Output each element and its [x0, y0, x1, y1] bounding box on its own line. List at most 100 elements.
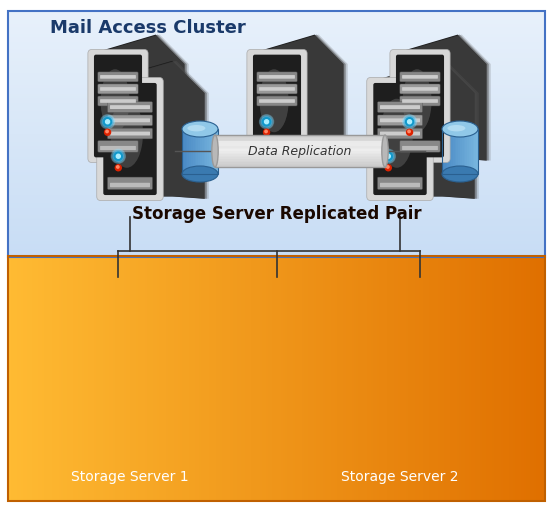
- Polygon shape: [474, 130, 476, 175]
- FancyBboxPatch shape: [378, 103, 422, 113]
- FancyBboxPatch shape: [257, 142, 297, 153]
- Ellipse shape: [442, 122, 478, 138]
- Polygon shape: [215, 156, 385, 158]
- Polygon shape: [202, 130, 204, 175]
- Circle shape: [101, 116, 114, 129]
- Circle shape: [105, 130, 111, 136]
- Polygon shape: [396, 36, 489, 161]
- Circle shape: [106, 131, 108, 133]
- Polygon shape: [215, 160, 385, 161]
- Polygon shape: [215, 164, 385, 166]
- Circle shape: [387, 166, 389, 169]
- Circle shape: [382, 150, 395, 164]
- FancyBboxPatch shape: [107, 116, 153, 126]
- Polygon shape: [187, 130, 189, 175]
- Polygon shape: [207, 130, 209, 175]
- Polygon shape: [251, 36, 344, 161]
- Polygon shape: [215, 147, 385, 149]
- Polygon shape: [215, 149, 385, 150]
- Polygon shape: [101, 62, 205, 200]
- Circle shape: [114, 153, 122, 161]
- Polygon shape: [216, 130, 218, 175]
- Ellipse shape: [380, 100, 413, 168]
- FancyBboxPatch shape: [100, 100, 136, 104]
- FancyBboxPatch shape: [259, 88, 295, 92]
- FancyBboxPatch shape: [259, 100, 295, 104]
- Polygon shape: [103, 62, 207, 200]
- Ellipse shape: [403, 70, 431, 133]
- FancyBboxPatch shape: [247, 50, 307, 163]
- FancyBboxPatch shape: [367, 78, 433, 201]
- Ellipse shape: [380, 100, 413, 168]
- Circle shape: [406, 130, 413, 136]
- FancyBboxPatch shape: [380, 119, 420, 123]
- Polygon shape: [469, 130, 471, 175]
- Circle shape: [264, 130, 269, 136]
- Circle shape: [387, 155, 390, 159]
- Polygon shape: [105, 62, 208, 200]
- FancyBboxPatch shape: [402, 100, 438, 104]
- Ellipse shape: [380, 100, 413, 168]
- FancyBboxPatch shape: [100, 88, 136, 92]
- FancyBboxPatch shape: [110, 106, 150, 110]
- Polygon shape: [458, 130, 460, 175]
- Polygon shape: [200, 130, 202, 175]
- FancyBboxPatch shape: [390, 50, 450, 163]
- Polygon shape: [211, 130, 212, 175]
- Polygon shape: [255, 36, 348, 161]
- Ellipse shape: [111, 100, 143, 168]
- Ellipse shape: [111, 100, 143, 168]
- Circle shape: [405, 119, 414, 127]
- Circle shape: [408, 121, 411, 125]
- Polygon shape: [373, 62, 477, 200]
- Circle shape: [111, 150, 126, 164]
- Polygon shape: [446, 130, 447, 175]
- FancyBboxPatch shape: [107, 129, 153, 139]
- FancyBboxPatch shape: [98, 142, 138, 153]
- Polygon shape: [453, 130, 455, 175]
- Polygon shape: [215, 144, 385, 145]
- Polygon shape: [466, 130, 467, 175]
- FancyBboxPatch shape: [402, 147, 438, 151]
- Circle shape: [384, 153, 392, 161]
- Polygon shape: [375, 62, 479, 200]
- Polygon shape: [182, 130, 184, 175]
- Polygon shape: [209, 130, 211, 175]
- Text: Storage Server 1: Storage Server 1: [71, 469, 189, 483]
- FancyBboxPatch shape: [402, 88, 438, 92]
- FancyBboxPatch shape: [257, 97, 297, 107]
- Polygon shape: [215, 142, 385, 144]
- Polygon shape: [198, 130, 200, 175]
- FancyBboxPatch shape: [400, 85, 440, 95]
- Polygon shape: [215, 155, 385, 156]
- Circle shape: [385, 165, 392, 172]
- Polygon shape: [215, 139, 385, 140]
- FancyBboxPatch shape: [378, 178, 422, 190]
- Polygon shape: [196, 130, 198, 175]
- Polygon shape: [215, 130, 216, 175]
- FancyBboxPatch shape: [94, 55, 142, 158]
- Ellipse shape: [187, 126, 205, 132]
- FancyBboxPatch shape: [98, 97, 138, 107]
- Polygon shape: [215, 137, 385, 139]
- Circle shape: [403, 116, 416, 129]
- Circle shape: [113, 152, 124, 162]
- Ellipse shape: [101, 70, 129, 133]
- Ellipse shape: [111, 100, 143, 168]
- Ellipse shape: [259, 70, 289, 133]
- Polygon shape: [215, 152, 385, 153]
- Polygon shape: [212, 130, 215, 175]
- Polygon shape: [253, 36, 346, 161]
- Circle shape: [264, 121, 269, 125]
- Ellipse shape: [442, 166, 478, 183]
- Circle shape: [404, 117, 415, 128]
- Ellipse shape: [403, 70, 431, 133]
- Polygon shape: [444, 130, 446, 175]
- Polygon shape: [189, 130, 191, 175]
- Polygon shape: [215, 158, 385, 160]
- Circle shape: [116, 155, 121, 159]
- Ellipse shape: [212, 136, 218, 167]
- FancyBboxPatch shape: [402, 76, 438, 79]
- Polygon shape: [462, 130, 463, 175]
- FancyBboxPatch shape: [88, 50, 148, 163]
